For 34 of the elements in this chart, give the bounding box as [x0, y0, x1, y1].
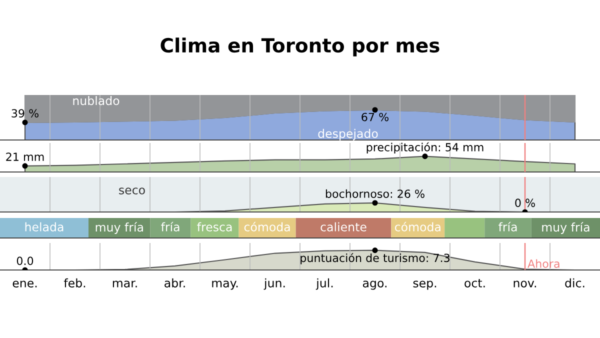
x-tick-label: ago.	[362, 280, 386, 290]
series-label: fresca	[197, 222, 232, 232]
x-tick-label: dic.	[565, 278, 584, 288]
data-label: 21 mm	[6, 152, 44, 161]
series-label: helada	[25, 222, 64, 232]
series-label: despejado	[318, 128, 378, 140]
series-label: caliente	[320, 222, 366, 232]
data-label: precipitación: 54 mm	[366, 142, 484, 154]
series-label: muy fría	[96, 222, 143, 234]
series-label: nublado	[73, 96, 120, 106]
x-tick-label: mar.	[112, 280, 137, 288]
x-tick-label: jun.	[264, 278, 285, 290]
series-label: muy fría	[542, 222, 590, 234]
data-label: 67 %	[362, 112, 388, 122]
data-label: bochornoso: 26 %	[326, 189, 424, 198]
x-tick-label: feb.	[64, 278, 86, 288]
x-tick-label: abr.	[164, 278, 185, 288]
x-tick-label: sep.	[413, 280, 436, 290]
x-tick-label: oct.	[464, 279, 485, 288]
x-tick-label: nov.	[514, 280, 536, 288]
chart-title: Clima en Toronto por mes	[160, 38, 440, 56]
data-label: 0.0	[16, 256, 34, 266]
series-label: fría	[498, 222, 517, 232]
series-label: fría	[161, 222, 180, 232]
x-tick-label: jul.	[316, 278, 333, 290]
data-label: puntuación de turismo: 7.3	[300, 253, 450, 264]
series-label: cómoda	[394, 222, 440, 232]
data-label: 39 %	[12, 109, 38, 118]
ref-line-label: Ahora	[528, 259, 560, 268]
x-tick-label: may.	[212, 280, 238, 290]
x-tick-label: ene.	[12, 280, 37, 288]
data-label: 0 %	[515, 198, 535, 208]
annotation: seco	[119, 188, 145, 194]
series-label: cómoda	[244, 222, 290, 232]
